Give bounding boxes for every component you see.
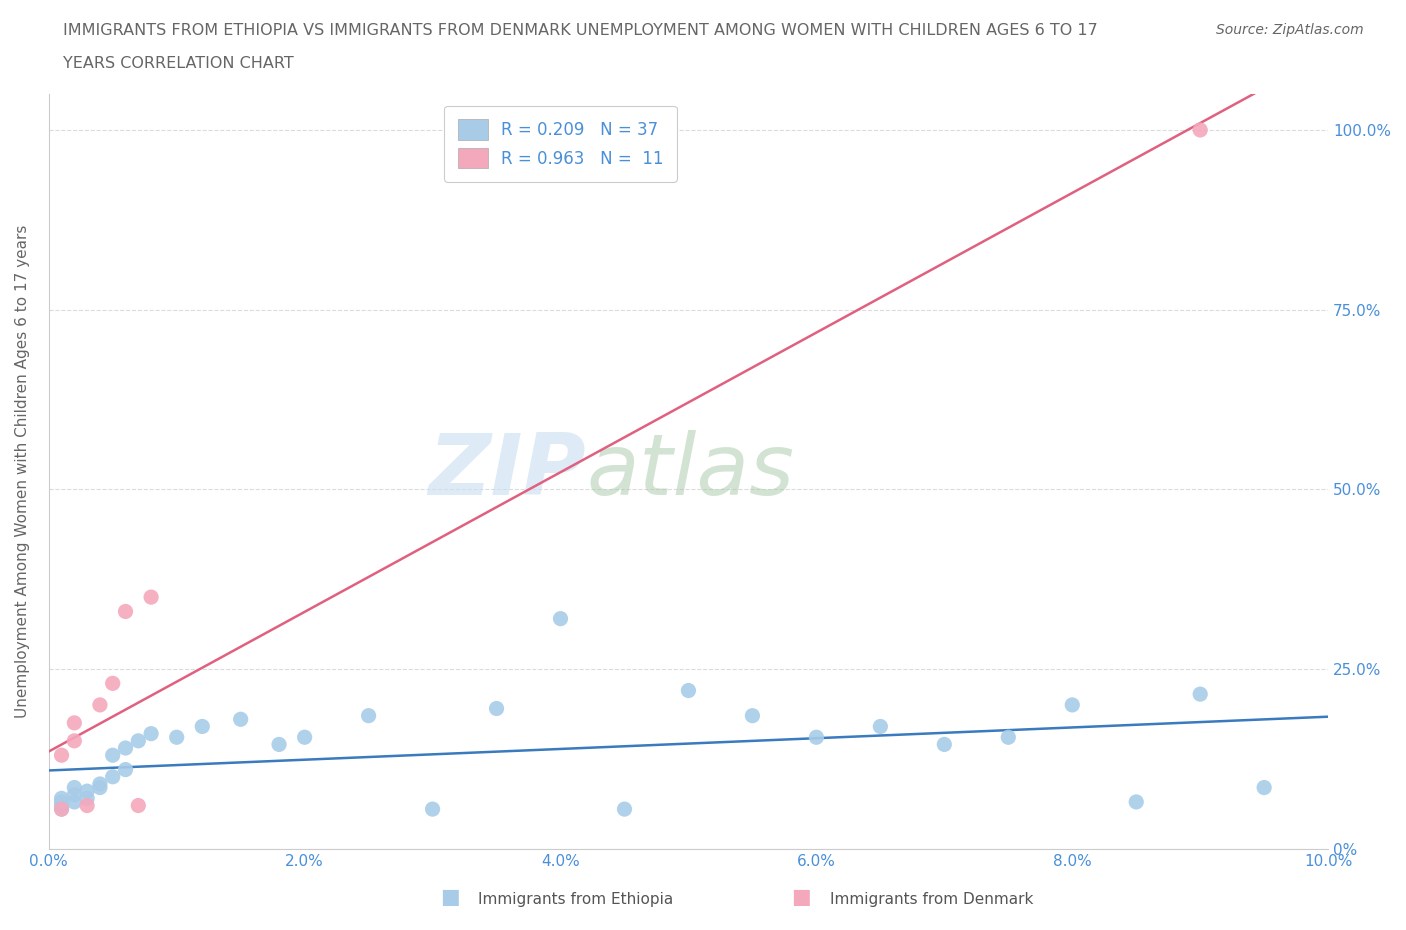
Point bbox=[63, 788, 86, 803]
Point bbox=[550, 611, 572, 626]
Text: Immigrants from Ethiopia: Immigrants from Ethiopia bbox=[478, 892, 673, 907]
Point bbox=[101, 676, 124, 691]
Text: YEARS CORRELATION CHART: YEARS CORRELATION CHART bbox=[63, 56, 294, 71]
Point bbox=[101, 769, 124, 784]
Point bbox=[485, 701, 508, 716]
Point bbox=[1253, 780, 1275, 795]
Point bbox=[267, 737, 290, 751]
Point bbox=[1189, 123, 1212, 138]
Point bbox=[63, 715, 86, 730]
Point bbox=[51, 790, 73, 805]
Point bbox=[51, 802, 73, 817]
Point bbox=[127, 734, 149, 749]
Point bbox=[613, 802, 636, 817]
Y-axis label: Unemployment Among Women with Children Ages 6 to 17 years: Unemployment Among Women with Children A… bbox=[15, 225, 30, 718]
Point bbox=[51, 794, 73, 809]
Point bbox=[127, 798, 149, 813]
Point bbox=[114, 604, 136, 619]
Point bbox=[997, 730, 1019, 745]
Point bbox=[139, 590, 162, 604]
Point bbox=[357, 709, 380, 724]
Point bbox=[76, 790, 98, 805]
Point bbox=[678, 684, 700, 698]
Text: Source: ZipAtlas.com: Source: ZipAtlas.com bbox=[1216, 23, 1364, 37]
Point bbox=[63, 780, 86, 795]
Point bbox=[294, 730, 316, 745]
Point bbox=[89, 777, 111, 791]
Point bbox=[741, 709, 763, 724]
Text: atlas: atlas bbox=[586, 430, 794, 512]
Point bbox=[63, 734, 86, 749]
Point bbox=[229, 711, 252, 726]
Point bbox=[934, 737, 956, 751]
Text: ■: ■ bbox=[792, 886, 811, 907]
Point bbox=[51, 748, 73, 763]
Point bbox=[191, 719, 214, 734]
Text: ZIP: ZIP bbox=[429, 430, 586, 512]
Point bbox=[51, 802, 73, 817]
Point bbox=[114, 740, 136, 755]
Point bbox=[1062, 698, 1084, 712]
Point bbox=[422, 802, 444, 817]
Point bbox=[76, 798, 98, 813]
Point bbox=[114, 763, 136, 777]
Point bbox=[89, 780, 111, 795]
Point bbox=[76, 784, 98, 799]
Point bbox=[101, 748, 124, 763]
Point bbox=[1189, 686, 1212, 701]
Point bbox=[869, 719, 891, 734]
Point bbox=[806, 730, 828, 745]
Point bbox=[139, 726, 162, 741]
Legend: R = 0.209   N = 37, R = 0.963   N =  11: R = 0.209 N = 37, R = 0.963 N = 11 bbox=[444, 106, 676, 182]
Point bbox=[63, 794, 86, 809]
Point bbox=[1125, 794, 1147, 809]
Text: ■: ■ bbox=[440, 886, 460, 907]
Point bbox=[89, 698, 111, 712]
Point bbox=[51, 798, 73, 813]
Text: IMMIGRANTS FROM ETHIOPIA VS IMMIGRANTS FROM DENMARK UNEMPLOYMENT AMONG WOMEN WIT: IMMIGRANTS FROM ETHIOPIA VS IMMIGRANTS F… bbox=[63, 23, 1098, 38]
Text: Immigrants from Denmark: Immigrants from Denmark bbox=[830, 892, 1033, 907]
Point bbox=[166, 730, 188, 745]
